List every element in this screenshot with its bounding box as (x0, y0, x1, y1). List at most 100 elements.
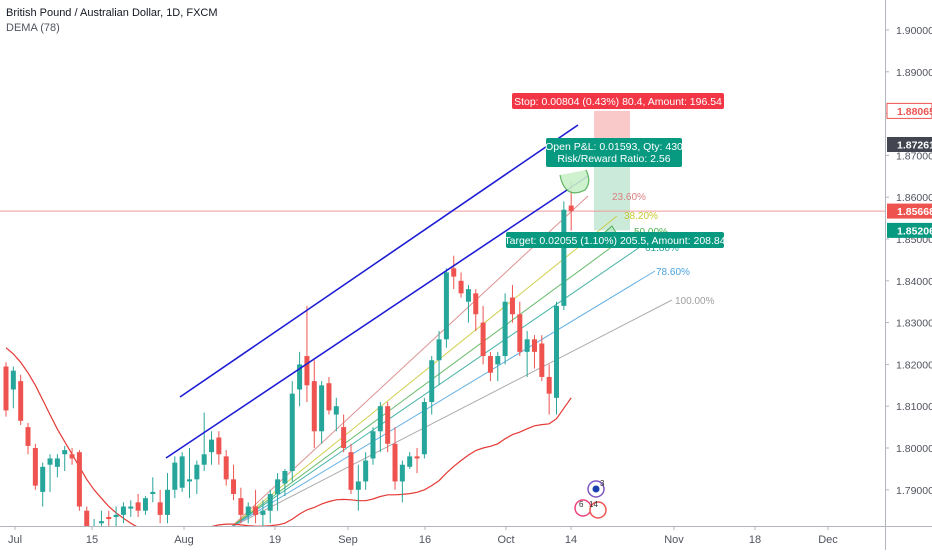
price-badge-label: 1.85206 (897, 225, 932, 237)
candle-body (465, 289, 471, 302)
time-tick-label: Sep (338, 534, 358, 546)
dema-line (5, 347, 572, 526)
candle-body (487, 356, 493, 373)
time-tick-label: Nov (664, 534, 684, 546)
stop-label: Stop: 0.00804 (0.43%) 80.4, Amount: 196.… (514, 96, 722, 108)
candle-body (245, 506, 251, 515)
time-tick-label: Jul (8, 534, 22, 546)
candle-body (201, 454, 207, 465)
candle-body (260, 510, 266, 515)
candle-body (436, 339, 442, 361)
fib-level-label: 78.60% (656, 267, 690, 278)
chart-legend: British Pound / Australian Dollar, 1D, F… (6, 6, 218, 36)
candle-body (443, 272, 449, 340)
candle-body (348, 452, 354, 490)
candle-body (106, 516, 112, 520)
candle-body (47, 458, 53, 465)
channel-lower-line (165, 175, 589, 459)
candle-body (275, 479, 281, 494)
time-tick-label: Oct (497, 534, 514, 546)
time-tick-label: 14 (565, 534, 577, 546)
candle-body (69, 454, 75, 459)
candle-body (164, 489, 170, 515)
price-tick-label: 1.89000 (896, 67, 932, 79)
candle-body (341, 427, 347, 448)
candle-body (231, 479, 237, 494)
candle-body (333, 406, 339, 415)
candle-body (10, 370, 16, 390)
candle-body (223, 456, 229, 480)
event-count-c: 14 (589, 500, 598, 509)
candle-body (209, 439, 215, 453)
price-badge (886, 102, 932, 119)
candle-body (289, 393, 295, 471)
event-badge-icon (589, 501, 607, 519)
time-tick-label: 19 (269, 534, 281, 546)
candle-body (509, 297, 515, 315)
candle-body (539, 343, 545, 377)
candle-body (267, 493, 273, 511)
candle-body (128, 506, 134, 509)
candle-body (304, 356, 310, 386)
candle-body (194, 464, 200, 480)
candle-body (451, 268, 457, 277)
price-badge-label: 1.88065 (897, 106, 932, 118)
candle-body (473, 293, 479, 315)
candle-body (297, 364, 303, 390)
pnl-label-box (546, 138, 682, 167)
candle-body (407, 456, 413, 467)
target-label: Target: 0.02055 (1.10%) 205.5, Amount: 2… (504, 235, 725, 247)
candle-body (216, 437, 222, 455)
candle-body (429, 360, 435, 403)
target-label-box (506, 232, 724, 248)
price-tick-label: 1.84000 (896, 276, 932, 288)
candle-body (561, 209, 567, 306)
candle-body (524, 339, 530, 352)
fib-fan-line (232, 246, 641, 526)
candle-body (370, 431, 376, 459)
candle-body (120, 506, 126, 515)
symbol-title: British Pound / Australian Dollar, 1D, F… (6, 7, 218, 19)
price-badge (887, 203, 932, 219)
candle-body (311, 381, 317, 432)
price-tick-label: 1.87000 (896, 150, 932, 162)
fib-level-label: 100.00% (675, 296, 715, 307)
candle-body (414, 456, 420, 459)
candle-body (253, 506, 259, 515)
candle-body (150, 491, 156, 494)
price-tick-label: 1.86000 (896, 192, 932, 204)
candle-body (76, 452, 82, 507)
candle-body (40, 466, 46, 492)
candle-body (32, 448, 38, 486)
indicator-label: DEMA (78) (6, 22, 60, 34)
price-tick-label: 1.90000 (896, 25, 932, 37)
risk-reward-label: Risk/Reward Ratio: 2.56 (557, 153, 670, 165)
candle-body (113, 514, 119, 517)
time-axis: Jul 15 Aug 19 Sep 16 Oct 14 Nov 18 Dec (8, 526, 838, 546)
event-badge-dot (592, 485, 600, 493)
candle-body (238, 498, 244, 515)
candle-body (495, 356, 501, 365)
plot-area: 23.60%38.20%50.00%61.80%78.60%100.00%Sto… (0, 93, 885, 526)
candle-body (157, 502, 163, 515)
price-badge-label: 1.85668 (897, 206, 932, 218)
channel-upper-line (179, 124, 579, 398)
fib-level-label: 38.20% (624, 211, 658, 222)
candle-body (421, 402, 427, 455)
candle-body (568, 205, 574, 211)
event-count-b: 6 (579, 500, 584, 509)
candle-body (326, 383, 332, 411)
price-badge (887, 136, 932, 152)
fib-fan-line (231, 215, 618, 526)
fib-level-label: 23.60% (612, 192, 646, 203)
fib-level-label: 61.80% (645, 243, 679, 254)
candle-body (98, 521, 104, 524)
candle-body (62, 450, 68, 455)
price-badge (887, 222, 932, 238)
fib-fan-line (232, 270, 656, 526)
price-badge-label: 1.87261 (897, 139, 932, 151)
fib-fan-line (232, 299, 673, 526)
time-tick-label: 15 (86, 534, 98, 546)
